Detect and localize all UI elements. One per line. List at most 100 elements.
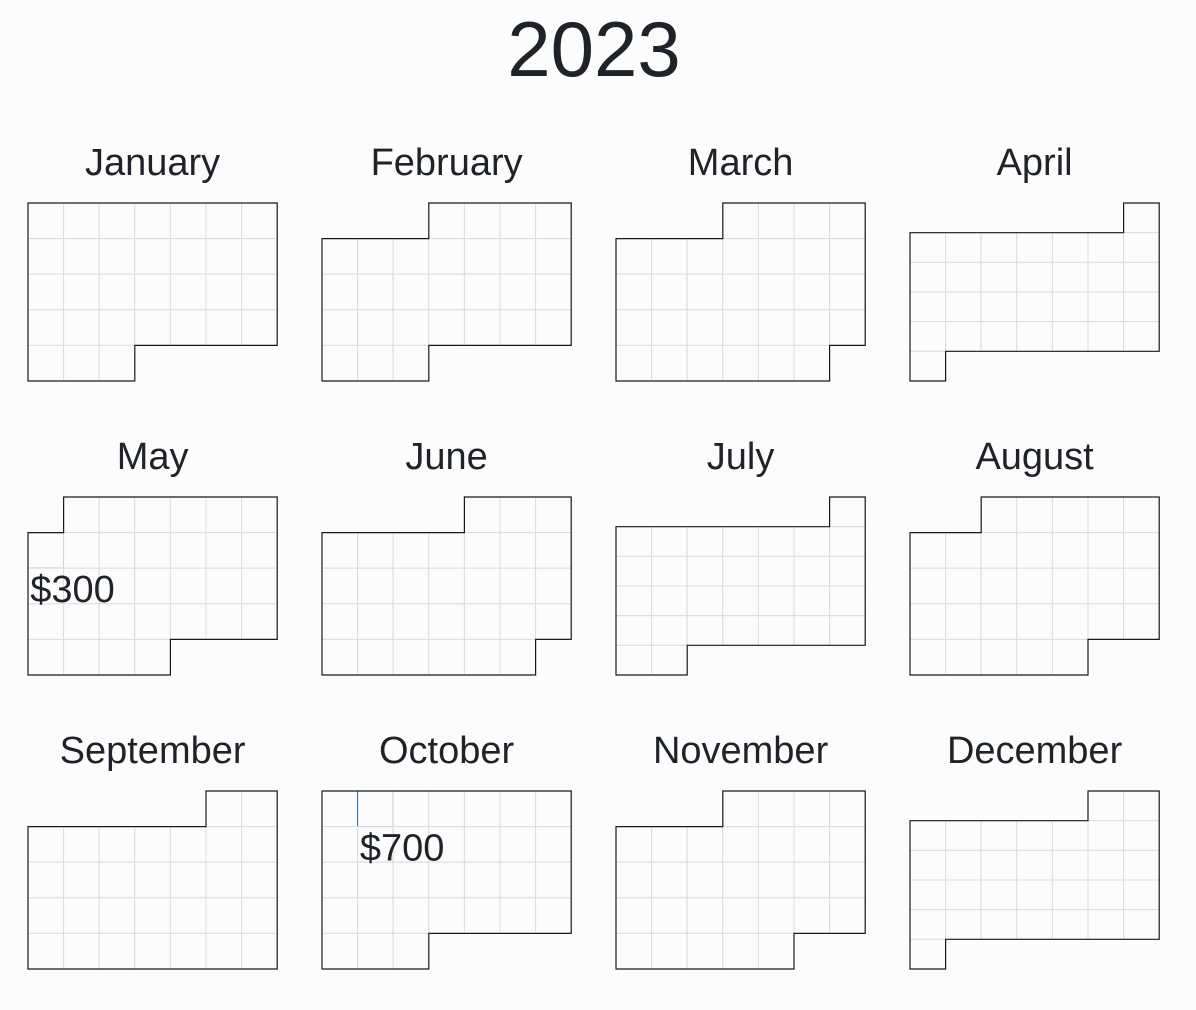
day-cell xyxy=(793,273,831,311)
day-cell xyxy=(1123,291,1160,323)
month-title: September xyxy=(60,730,246,772)
day-cell xyxy=(615,861,653,899)
day-cell xyxy=(535,567,572,605)
day-cell xyxy=(651,644,688,676)
day-cell xyxy=(615,826,653,863)
day-cell xyxy=(27,897,65,934)
day-cell xyxy=(651,932,688,970)
day-cell xyxy=(63,826,100,863)
day-cell xyxy=(1016,820,1053,851)
day-cell xyxy=(169,932,207,970)
month-outline xyxy=(321,790,572,970)
month-may: May $300 xyxy=(27,436,278,676)
day-cell xyxy=(535,603,572,640)
month-october: October $700 xyxy=(321,730,572,970)
day-cell xyxy=(499,897,537,934)
day-cell xyxy=(63,496,100,534)
day-cell xyxy=(205,603,243,640)
day-cell xyxy=(134,496,171,534)
day-cell xyxy=(615,238,653,275)
day-cell xyxy=(499,638,537,676)
day-cell xyxy=(357,238,394,275)
day-cell xyxy=(428,567,465,605)
day-cell xyxy=(241,932,278,970)
day-cell xyxy=(392,532,430,569)
day-cell xyxy=(909,938,947,970)
day-cell xyxy=(241,567,278,605)
day-cell xyxy=(357,603,394,640)
day-cell xyxy=(134,309,171,346)
day-cell xyxy=(1016,567,1053,605)
month-title: August xyxy=(975,436,1094,478)
day-cell xyxy=(63,202,100,240)
day-cell xyxy=(829,202,866,240)
day-cell xyxy=(1087,849,1125,881)
day-cell xyxy=(909,638,947,676)
day-cell xyxy=(463,532,501,569)
day-cell xyxy=(463,238,501,275)
day-cell xyxy=(757,273,795,311)
day-cell xyxy=(27,202,65,240)
day-cell xyxy=(428,603,465,640)
day-cell xyxy=(63,861,100,899)
day-cell xyxy=(1087,820,1125,851)
day-cell xyxy=(241,603,278,640)
day-cell xyxy=(909,291,947,323)
day-cell xyxy=(1016,603,1053,640)
day-cell xyxy=(134,932,171,970)
day-cell xyxy=(98,273,136,311)
day-cell xyxy=(1087,532,1125,569)
day-cell xyxy=(535,202,572,240)
day-cell xyxy=(980,567,1018,605)
day-cell xyxy=(27,273,65,311)
day-cell xyxy=(169,273,207,311)
day-cell xyxy=(1123,909,1160,940)
month-title: July xyxy=(707,436,775,478)
day-cell xyxy=(27,638,65,676)
day-cell xyxy=(205,238,243,275)
month-august: August xyxy=(909,436,1160,676)
day-cell xyxy=(321,932,359,970)
day-cell xyxy=(357,932,394,970)
month-title: April xyxy=(997,142,1073,184)
day-cell xyxy=(1051,261,1089,293)
day-cell xyxy=(499,238,537,275)
day-cell xyxy=(27,567,65,605)
day-cell xyxy=(499,496,537,534)
day-cell xyxy=(615,555,653,587)
day-cell xyxy=(392,932,430,970)
day-cell xyxy=(134,273,171,311)
day-cell xyxy=(63,273,100,311)
day-cell xyxy=(205,567,243,605)
day-cell xyxy=(909,879,947,911)
day-cell xyxy=(321,532,359,569)
day-cell xyxy=(357,567,394,605)
day-cell xyxy=(945,291,982,323)
day-cell xyxy=(829,496,866,528)
day-cell xyxy=(615,897,653,934)
day-cell xyxy=(615,526,653,557)
day-cell xyxy=(98,344,136,382)
day-cell xyxy=(134,638,171,676)
day-cell xyxy=(722,861,759,899)
day-cell xyxy=(1051,879,1089,911)
day-cell xyxy=(1016,496,1053,534)
day-cell xyxy=(829,585,866,617)
day-cell xyxy=(615,585,653,617)
day-cell xyxy=(463,603,501,640)
day-cell xyxy=(757,897,795,934)
day-cell xyxy=(1016,879,1053,911)
day-cell xyxy=(651,309,688,346)
month-title: January xyxy=(85,142,220,184)
month-february: February xyxy=(321,142,572,382)
day-cell xyxy=(321,238,359,275)
day-cell xyxy=(909,603,947,640)
day-cell xyxy=(651,555,688,587)
day-cell xyxy=(357,532,394,569)
day-cell xyxy=(722,238,759,275)
day-cell xyxy=(463,897,501,934)
day-cell xyxy=(829,238,866,275)
day-cell xyxy=(63,897,100,934)
month-title: May xyxy=(117,436,189,478)
day-cell xyxy=(945,532,982,569)
